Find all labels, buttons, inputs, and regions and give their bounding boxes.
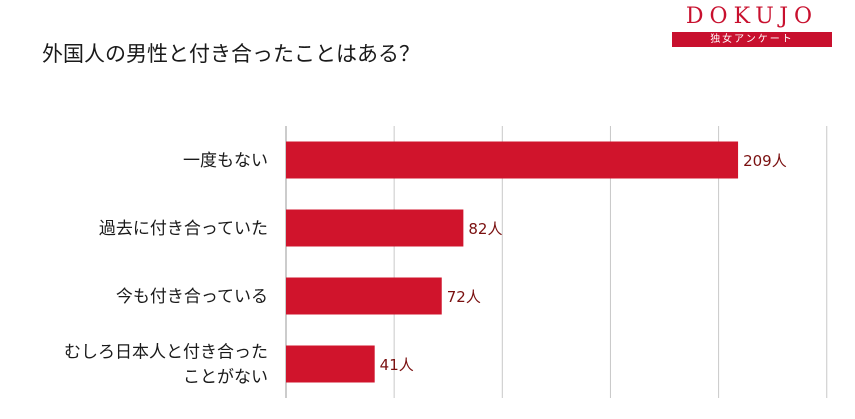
category-label: 過去に付き合っていた	[99, 219, 268, 239]
category-label: ことがない	[183, 368, 268, 388]
data-label: 82人	[468, 220, 502, 238]
data-label: 72人	[447, 288, 481, 306]
bar-1	[286, 141, 739, 179]
dokujo-logo: DOKUJO 独女アンケート	[672, 4, 832, 47]
data-label: 41人	[380, 356, 414, 374]
logo-subtitle: 独女アンケート	[672, 32, 832, 47]
bar-4	[286, 345, 375, 383]
category-label: むしろ日本人と付き合った	[64, 343, 268, 363]
bar-2	[286, 209, 464, 247]
chart-title: 外国人の男性と付き合ったことはある？	[42, 42, 420, 66]
bar-3	[286, 277, 442, 315]
data-label: 209人	[743, 152, 787, 170]
category-label: 一度もない	[183, 151, 268, 171]
category-label: 今も付き合っている	[116, 287, 268, 307]
logo-brand: DOKUJO	[685, 4, 819, 29]
